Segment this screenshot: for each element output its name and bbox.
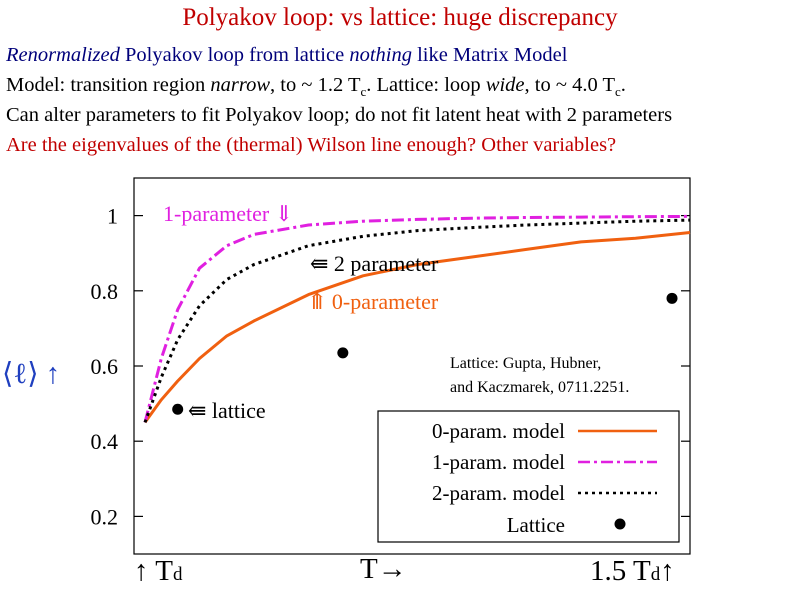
x-label-left-sub: d — [173, 564, 183, 585]
x-label-center: T→ — [360, 553, 407, 585]
legend-label-2: 2-param. model — [432, 481, 565, 505]
text-line-2: Model: transition region narrow, to ~ 1.… — [6, 74, 626, 100]
x-label-right-sub: d — [651, 564, 661, 585]
lattice-points-group — [172, 292, 678, 415]
text-line-1: Renormalized Polyakov loop from lattice … — [6, 44, 567, 67]
text-l2-a: Model: transition region — [6, 74, 211, 96]
y-tick-label-4: 1 — [107, 204, 118, 229]
text-line-3: Can alter parameters to fit Polyakov loo… — [6, 104, 673, 126]
credit-line-2: and Kaczmarek, 0711.2251. — [450, 379, 629, 396]
annotation-1-parameter: 1-parameter ⇓ — [163, 201, 293, 226]
legend-box — [377, 410, 680, 543]
text-wide: wide — [485, 74, 525, 96]
annotation-2-parameter: ⇚ 2 parameter — [310, 251, 439, 276]
y-axis-label: ⟨ℓ⟩ ↑ — [2, 358, 60, 390]
annotation-lattice: ⇚ lattice — [188, 398, 266, 423]
series-group — [143, 214, 691, 424]
y-tick-label-2: 0.6 — [91, 354, 119, 379]
lattice-point-1 — [337, 347, 349, 359]
credit-line-1: Lattice: Gupta, Hubner, — [450, 355, 601, 372]
legend-swatch-3 — [614, 518, 626, 530]
text-l2-sub1: c — [360, 84, 367, 100]
text-l2-sub2: c — [614, 84, 621, 100]
lattice-point-2 — [666, 292, 678, 304]
text-line-4: Are the eigenvalues of the (thermal) Wil… — [6, 134, 617, 156]
text-renormalized: Renormalized — [6, 44, 120, 66]
x-label-left-text: ↑ T — [134, 555, 173, 587]
text-narrow: narrow — [210, 74, 271, 96]
x-label-right-arrow: ↑ — [660, 555, 675, 587]
series-line-2 — [143, 218, 691, 423]
legend-label-0: 0-param. model — [432, 419, 565, 443]
text-l2-e: . Lattice: loop — [366, 74, 486, 96]
slide-title: Polyakov loop: vs lattice: huge discrepa… — [182, 4, 618, 31]
lattice-point-0 — [172, 403, 184, 415]
text-nothing: nothing — [349, 44, 412, 66]
polyakov-loop-chart: 0.2 0.4 0.6 0.8 1 ⟨ℓ⟩ ↑ 1-parameter ⇓ ⇚ 2 pa… — [2, 177, 691, 587]
series-line-0 — [143, 231, 691, 424]
annotation-0-parameter: ⤊ 0-parameter — [308, 289, 439, 314]
y-ticks: 0.2 0.4 0.6 0.8 1 — [91, 204, 690, 529]
text-l2-i: . — [620, 74, 626, 96]
x-label-right-text: 1.5 T — [590, 555, 651, 587]
text-l2-c: , to ~ 1.2 T — [270, 74, 361, 96]
legend-label-3: Lattice — [507, 513, 565, 537]
series-line-1 — [143, 214, 691, 423]
text-l1-d: like Matrix Model — [411, 44, 568, 66]
y-tick-label-0: 0.2 — [91, 504, 119, 529]
text-l2-g: , to ~ 4.0 T — [524, 74, 615, 96]
x-label-left: ↑ Td — [134, 555, 183, 587]
legend-label-1: 1-param. model — [432, 450, 565, 474]
y-tick-label-3: 0.8 — [91, 279, 119, 304]
y-tick-label-1: 0.4 — [91, 429, 119, 454]
x-label-right: 1.5 Td↑ — [590, 555, 675, 587]
text-l1-b: Polyakov loop from lattice — [119, 44, 350, 66]
